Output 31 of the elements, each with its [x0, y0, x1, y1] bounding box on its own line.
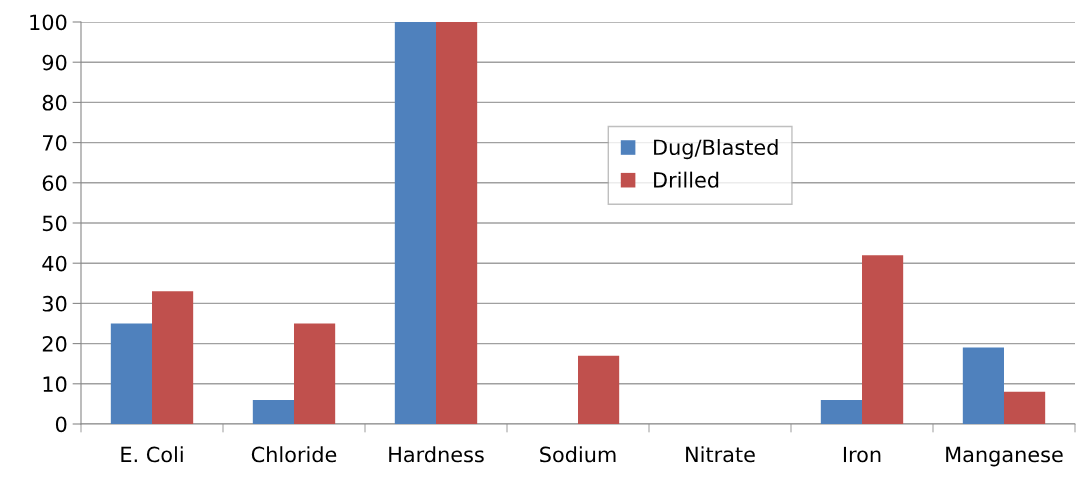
bar [252, 399, 294, 424]
bar [436, 22, 478, 424]
y-tick-label: 0 [55, 416, 67, 433]
bar [110, 323, 152, 424]
legend-label: Dug/Blasted [654, 138, 778, 160]
x-tick-label: Nitrate [686, 446, 755, 463]
x-tick-label: E. Coli [121, 446, 183, 463]
bar [578, 355, 620, 424]
y-tick-label: 50 [42, 215, 67, 232]
bar [152, 291, 194, 424]
y-tick-label: 70 [43, 135, 67, 151]
y-tick-label: 20 [42, 336, 67, 352]
bar [820, 399, 862, 424]
x-tick-label: Hardness [389, 446, 484, 463]
x-tick-label: Sodium [540, 446, 616, 463]
y-tick-label: 60 [42, 175, 67, 192]
bar [962, 347, 1004, 424]
y-tick-label: 100 [30, 14, 67, 31]
legend-label: Drilled [654, 171, 719, 188]
x-tick-label: Chloride [251, 446, 337, 463]
y-tick-label: 80 [42, 94, 67, 111]
y-tick-label: 30 [42, 295, 67, 312]
x-tick-label: Manganese [946, 446, 1063, 467]
bar [1004, 391, 1046, 424]
x-tick-label: Iron [843, 446, 881, 463]
bar [294, 323, 336, 424]
bar [394, 22, 436, 424]
y-tick-label: 10 [43, 376, 67, 393]
y-tick-label: 40 [42, 255, 67, 272]
bar [862, 255, 904, 424]
y-tick-label: 90 [42, 54, 67, 71]
